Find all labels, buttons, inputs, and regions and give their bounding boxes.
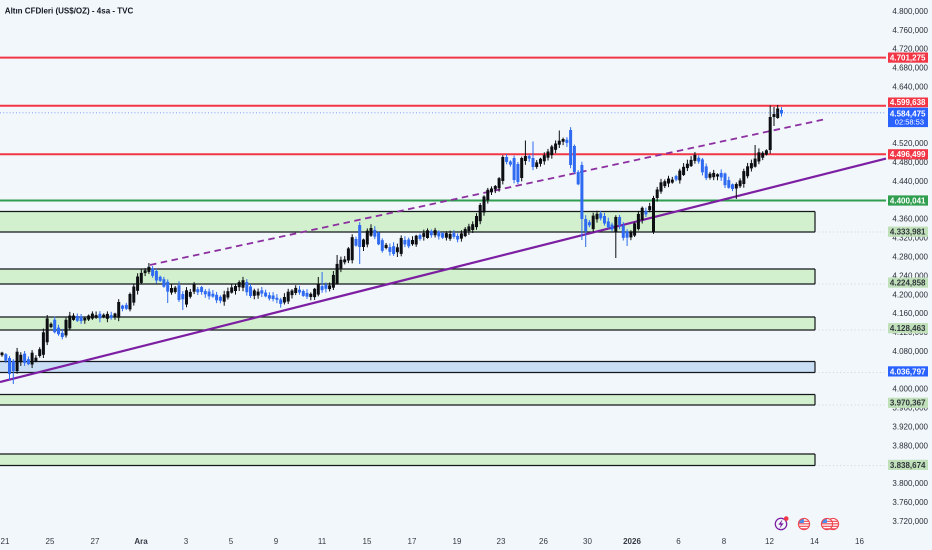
svg-text:4.480,000: 4.480,000 [892,158,928,167]
svg-text:25: 25 [46,537,55,546]
svg-text:4.680,000: 4.680,000 [892,64,928,73]
svg-text:8: 8 [722,537,727,546]
svg-text:27: 27 [91,537,100,546]
svg-text:4.160,000: 4.160,000 [892,309,928,318]
svg-text:3.720,000: 3.720,000 [892,517,928,526]
svg-text:4.800,000: 4.800,000 [892,7,928,16]
svg-text:9: 9 [274,537,279,546]
svg-text:4.496,499: 4.496,499 [890,150,926,159]
svg-text:11: 11 [318,537,327,546]
svg-text:4.036,797: 4.036,797 [890,367,926,376]
svg-text:3.838,674: 3.838,674 [890,461,926,470]
svg-text:4.520,000: 4.520,000 [892,139,928,148]
svg-text:3.920,000: 3.920,000 [892,423,928,432]
svg-text:3.800,000: 3.800,000 [892,479,928,488]
svg-text:16: 16 [855,537,864,546]
svg-text:4.000,000: 4.000,000 [892,385,928,394]
svg-text:4.701,275: 4.701,275 [890,54,926,63]
svg-text:02:58:53: 02:58:53 [895,118,924,127]
svg-text:4.280,000: 4.280,000 [892,253,928,262]
svg-text:4.640,000: 4.640,000 [892,83,928,92]
svg-text:4.440,000: 4.440,000 [892,177,928,186]
svg-text:26: 26 [539,537,548,546]
svg-text:17: 17 [408,537,417,546]
svg-text:4.333,981: 4.333,981 [890,228,926,237]
svg-text:4.200,000: 4.200,000 [892,290,928,299]
svg-text:Ara: Ara [134,537,148,546]
svg-text:14: 14 [810,537,819,546]
svg-text:6: 6 [676,537,681,546]
svg-text:Altın CFDleri (US$/OZ) - 4sa -: Altın CFDleri (US$/OZ) - 4sa - TVC [5,7,134,16]
svg-text:23: 23 [497,537,506,546]
svg-text:4.320,000: 4.320,000 [892,234,928,243]
svg-text:4.720,000: 4.720,000 [892,45,928,54]
svg-text:3.960,000: 3.960,000 [892,404,928,413]
svg-text:5: 5 [229,537,234,546]
svg-text:4.224,858: 4.224,858 [890,279,926,288]
svg-text:3.970,367: 3.970,367 [890,399,926,408]
svg-text:30: 30 [583,537,592,546]
svg-text:4.360,000: 4.360,000 [892,215,928,224]
svg-text:4.128,463: 4.128,463 [890,324,926,333]
svg-text:3.760,000: 3.760,000 [892,498,928,507]
svg-text:4.240,000: 4.240,000 [892,271,928,280]
svg-text:4.400,041: 4.400,041 [890,196,926,205]
svg-text:4.760,000: 4.760,000 [892,26,928,35]
svg-text:3: 3 [184,537,189,546]
svg-text:4.584,475: 4.584,475 [890,109,926,118]
svg-text:15: 15 [363,537,372,546]
svg-text:19: 19 [453,537,462,546]
svg-text:21: 21 [1,537,10,546]
svg-text:3.880,000: 3.880,000 [892,441,928,450]
svg-text:12: 12 [765,537,774,546]
svg-text:4.080,000: 4.080,000 [892,347,928,356]
svg-text:4.599,638: 4.599,638 [890,98,926,107]
svg-text:2026: 2026 [623,537,641,546]
